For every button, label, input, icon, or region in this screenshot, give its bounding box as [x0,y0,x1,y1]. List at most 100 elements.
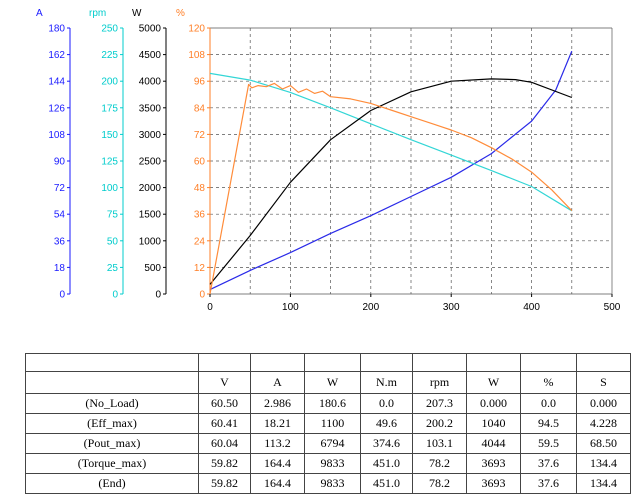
table-blank-row [25,353,631,372]
x-tick-label: 100 [282,302,299,313]
row-label: (Eff_max) [25,413,199,434]
table-cell: 68.50 [576,433,631,454]
table-cell: 9833 [304,453,361,474]
table-cell: 78.2 [412,473,467,494]
y-tick-label: 3500 [139,103,162,114]
performance-chart: A 0 18 36 54 72 90 108 126 144 162 180 rpm 0 25 50 75 100… [36,8,621,313]
y-axis-title: rpm [89,8,106,19]
y-axis-title: A [36,8,43,19]
y-tick-label: 0 [112,290,118,301]
y-tick-label: 100 [101,183,118,194]
table-cell: 134.4 [576,453,631,474]
table-cell: 3693 [466,473,521,494]
table-cell: 0.0 [360,393,413,414]
y-tick-label: 0 [59,290,65,301]
table-row: (Eff_max) 60.41 18.21 1100 49.6 200.2 10… [25,413,631,434]
table-cell: 164.4 [250,453,305,474]
table-cell: 451.0 [360,473,413,494]
header-cell: % [520,371,577,394]
table-cell: 60.50 [198,393,251,414]
table-cell: 207.3 [412,393,467,414]
x-tick-label: 400 [523,302,540,313]
table-row: (End) 59.82 164.4 9833 451.0 78.2 3693 3… [25,473,631,494]
y-tick-label: 144 [48,77,65,88]
table-cell: 94.5 [520,413,577,434]
y-tick-label: 180 [48,24,65,35]
y-axis-title: W [132,8,142,19]
y-tick-label: 108 [188,50,205,61]
y-tick-label: 84 [194,103,206,114]
table-row: (Torque_max) 59.82 164.4 9833 451.0 78.2… [25,453,631,474]
y-tick-label: 125 [101,157,118,168]
y-tick-label: 162 [48,50,65,61]
table-cell: 2.986 [250,393,305,414]
y-tick-label: 50 [107,236,119,247]
y-tick-label: 175 [101,103,118,114]
y-tick-label: 3000 [139,130,162,141]
series-line-rpm [209,72,573,212]
y-tick-label: 4000 [139,77,162,88]
y-tick-label: 1500 [139,210,162,221]
row-label: (Pout_max) [25,433,199,454]
table-cell: 113.2 [250,433,305,454]
table-row: (Pout_max) 60.04 113.2 6794 374.6 103.1 … [25,433,631,454]
y-axis-title: % [176,8,185,19]
y-tick-label: 1000 [139,236,162,247]
row-label: (No_Load) [25,393,199,414]
x-tick-label: 200 [362,302,379,313]
y-tick-label: 90 [54,157,66,168]
y-tick-label: 250 [101,24,118,35]
y-tick-label: 75 [107,210,119,221]
table-cell: 49.6 [360,413,413,434]
y-tick-label: 12 [194,263,206,274]
y-tick-label: 120 [188,24,205,35]
header-cell: rpm [412,371,467,394]
header-cell: A [250,371,305,394]
table-cell: 451.0 [360,453,413,474]
table-header-row: V A W N.m rpm W % S [25,371,631,394]
y-tick-label: 18 [54,263,66,274]
table-cell: 9833 [304,473,361,494]
table-cell: 59.82 [198,453,251,474]
table-cell: 60.04 [198,433,251,454]
x-tick-label: 0 [207,302,213,313]
table-cell: 4.228 [576,413,631,434]
y-tick-label: 225 [101,50,118,61]
y-tick-label: 108 [48,130,65,141]
table-cell: 37.6 [520,453,577,474]
y-tick-label: 126 [48,103,65,114]
y-tick-label: 96 [194,77,206,88]
y-tick-label: 5000 [139,24,162,35]
table-cell: 0.0 [520,393,577,414]
table-cell: 6794 [304,433,361,454]
y-tick-label: 2500 [139,157,162,168]
table-cell: 4044 [466,433,521,454]
header-cell: N.m [360,371,413,394]
table-cell: 0.000 [576,393,631,414]
table-cell: 1040 [466,413,521,434]
row-label: (Torque_max) [25,453,199,474]
table-cell: 374.6 [360,433,413,454]
y-tick-label: 36 [194,210,206,221]
table-cell: 60.41 [198,413,251,434]
header-cell: W [304,371,361,394]
table-cell: 200.2 [412,413,467,434]
table-cell: 134.4 [576,473,631,494]
performance-table: V A W N.m rpm W % S (No_Load) 60.50 2.98… [25,353,631,494]
table-cell: 59.82 [198,473,251,494]
table-cell: 59.5 [520,433,577,454]
y-tick-label: 48 [194,183,206,194]
table-cell: 78.2 [412,453,467,474]
y-tick-label: 36 [54,236,66,247]
header-cell: V [198,371,251,394]
axes: A 0 18 36 54 72 90 108 126 144 162 180 rpm 0 25 50 75 100… [36,8,621,313]
y-tick-label: 54 [54,210,66,221]
x-tick-label: 300 [443,302,460,313]
y-tick-label: 150 [101,130,118,141]
series-line-W [209,78,573,285]
x-tick-label: 500 [604,302,621,313]
table-cell: 18.21 [250,413,305,434]
y-tick-label: 0 [155,290,161,301]
table-cell: 37.6 [520,473,577,494]
table-cell: 180.6 [304,393,361,414]
